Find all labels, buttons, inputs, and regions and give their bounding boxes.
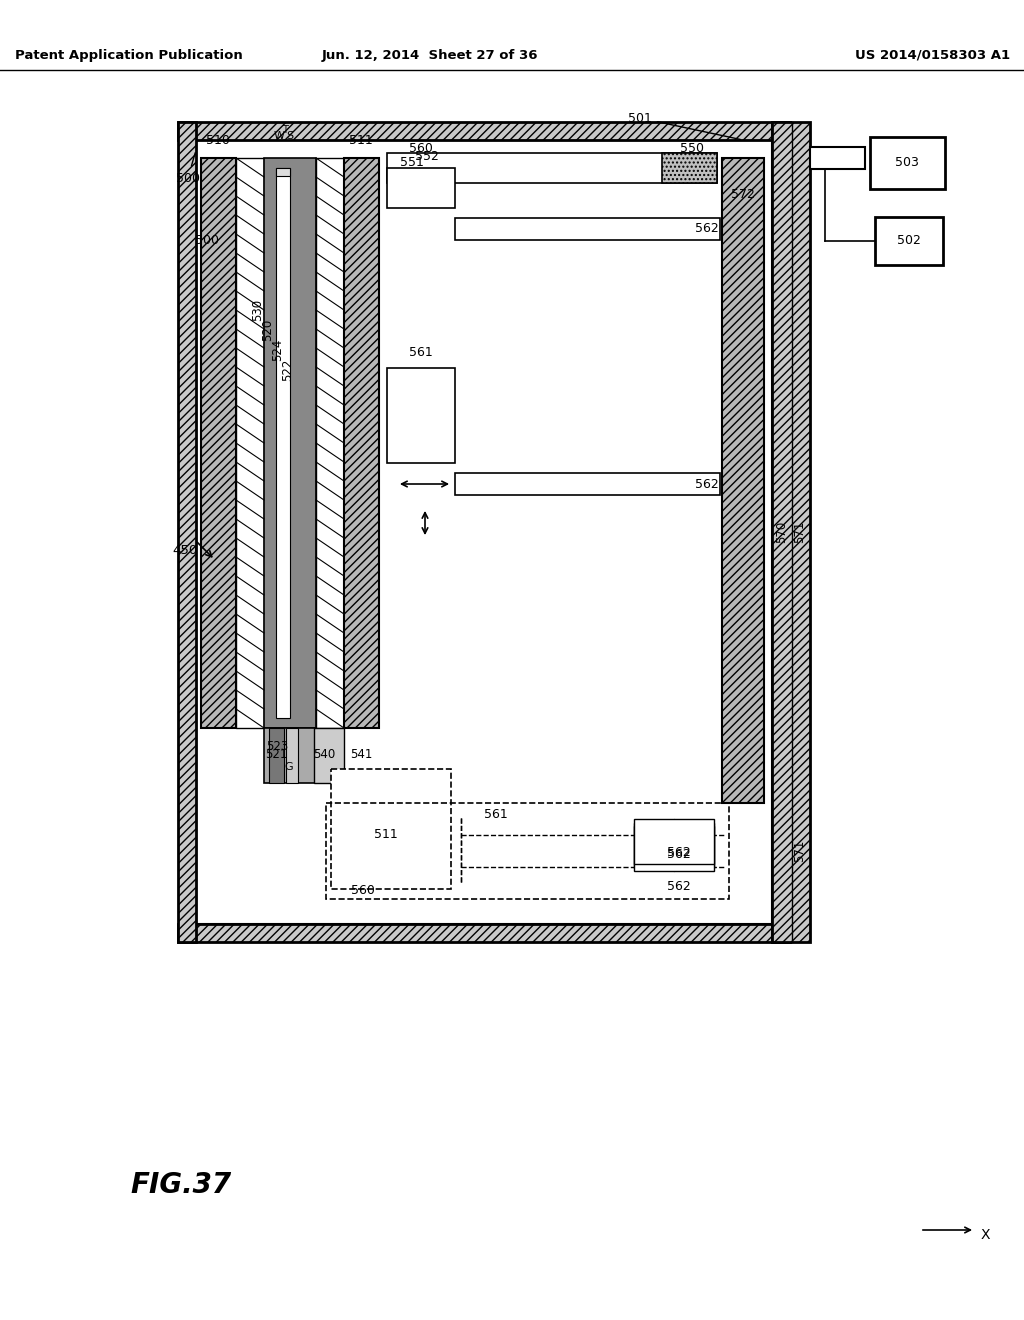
- Bar: [286, 729, 298, 783]
- Bar: [772, 121, 810, 942]
- Bar: [810, 147, 865, 169]
- Bar: [722, 158, 764, 803]
- Text: 503: 503: [895, 157, 919, 169]
- Bar: [178, 121, 196, 942]
- Bar: [455, 473, 720, 495]
- Bar: [387, 168, 455, 209]
- Bar: [236, 158, 264, 729]
- Bar: [455, 218, 720, 240]
- Text: 450: 450: [172, 544, 198, 557]
- Bar: [316, 158, 344, 729]
- Text: 524: 524: [271, 339, 285, 362]
- Text: 510: 510: [206, 133, 230, 147]
- Text: 571: 571: [794, 521, 807, 544]
- Bar: [264, 729, 316, 783]
- Bar: [331, 770, 451, 888]
- Bar: [201, 158, 236, 729]
- Text: Jun. 12, 2014  Sheet 27 of 36: Jun. 12, 2014 Sheet 27 of 36: [322, 49, 539, 62]
- Text: S: S: [287, 131, 294, 141]
- Text: 502: 502: [897, 235, 921, 248]
- Bar: [634, 826, 714, 871]
- Text: 572: 572: [731, 189, 755, 202]
- Bar: [634, 818, 714, 865]
- Text: 500: 500: [195, 234, 219, 247]
- Text: 541: 541: [350, 748, 372, 762]
- Text: 522: 522: [282, 359, 295, 381]
- Bar: [662, 153, 717, 183]
- Text: 521: 521: [265, 748, 287, 762]
- Text: 552: 552: [415, 149, 439, 162]
- Bar: [344, 158, 379, 729]
- Bar: [178, 924, 790, 942]
- Text: 570: 570: [775, 521, 788, 543]
- Text: US 2014/0158303 A1: US 2014/0158303 A1: [855, 49, 1010, 62]
- Text: 562: 562: [667, 880, 691, 894]
- Text: 562: 562: [667, 846, 691, 859]
- Text: 560: 560: [409, 141, 433, 154]
- Text: 511: 511: [374, 828, 398, 841]
- Bar: [326, 803, 729, 899]
- Bar: [387, 153, 717, 183]
- Bar: [634, 822, 714, 869]
- Text: 560: 560: [351, 884, 375, 898]
- Text: 571: 571: [794, 840, 807, 862]
- Text: 551: 551: [400, 156, 424, 169]
- Bar: [276, 168, 290, 176]
- Text: 562: 562: [695, 478, 719, 491]
- Text: 540: 540: [313, 748, 335, 762]
- Text: 562: 562: [667, 849, 691, 862]
- Bar: [874, 216, 943, 265]
- Bar: [387, 368, 455, 463]
- Text: 530: 530: [252, 298, 264, 321]
- Bar: [314, 729, 344, 783]
- Text: 523: 523: [266, 741, 288, 754]
- Bar: [196, 140, 772, 924]
- Bar: [264, 158, 316, 729]
- Bar: [269, 729, 284, 783]
- Text: G: G: [285, 762, 293, 772]
- Text: 511: 511: [349, 133, 373, 147]
- Text: 561: 561: [410, 346, 433, 359]
- Text: FIG.37: FIG.37: [130, 1171, 231, 1199]
- Text: W: W: [273, 131, 285, 141]
- Text: 500: 500: [176, 153, 200, 185]
- Bar: [276, 168, 290, 718]
- Text: Patent Application Publication: Patent Application Publication: [15, 49, 243, 62]
- Text: 561: 561: [484, 808, 508, 821]
- Bar: [772, 121, 790, 942]
- Text: 520: 520: [261, 319, 274, 341]
- Bar: [178, 121, 790, 140]
- Bar: [870, 137, 945, 189]
- Text: T: T: [282, 125, 288, 135]
- Text: X: X: [980, 1228, 990, 1242]
- Text: 550: 550: [680, 141, 705, 154]
- Text: 501: 501: [628, 111, 740, 140]
- Text: 562: 562: [695, 223, 719, 235]
